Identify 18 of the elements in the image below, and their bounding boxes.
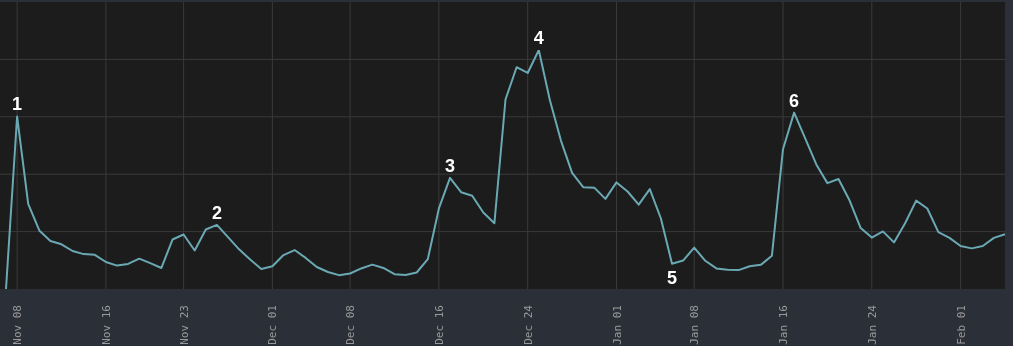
annotation: 2: [211, 202, 222, 223]
x-tick-label: Dec 16: [432, 305, 446, 345]
annotation: 5: [666, 268, 678, 289]
x-tick-label: Dec 01: [266, 305, 280, 345]
annotation: 4: [533, 28, 544, 48]
x-tick-label: Jan 16: [777, 305, 790, 345]
x-tick-label: Jan 08: [688, 305, 702, 345]
x-tick-label: Feb 01: [954, 305, 968, 345]
x-tick-label: Jan 24: [865, 304, 879, 345]
annotation: 1: [12, 94, 23, 115]
annotation: 6: [789, 90, 800, 111]
x-tick-label: Nov 08: [11, 305, 25, 345]
x-tick-label: Dec 24: [521, 304, 535, 345]
x-tick-label: Nov 16: [99, 305, 113, 345]
x-tick-label: Jan 01: [610, 305, 624, 345]
x-tick-label: Dec 08: [344, 305, 358, 345]
annotation: 3: [444, 155, 456, 176]
x-tick-label: Nov 23: [177, 305, 191, 345]
